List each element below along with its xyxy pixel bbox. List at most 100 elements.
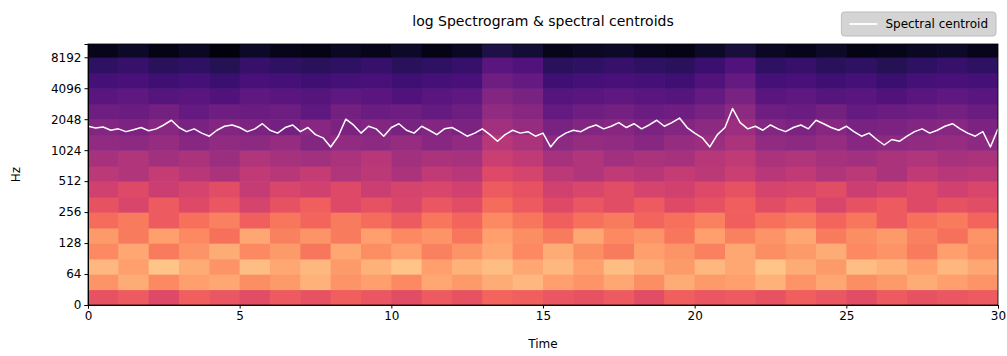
cell [209, 181, 240, 197]
cell [968, 243, 998, 259]
cell [937, 228, 968, 244]
cell [149, 88, 180, 104]
cell [604, 290, 635, 305]
cell [725, 135, 756, 151]
cell [695, 243, 726, 259]
legend: Spectral centroid [841, 12, 996, 36]
spectrogram [88, 44, 998, 305]
cell [452, 197, 483, 213]
cell [786, 57, 817, 73]
cell [725, 44, 756, 58]
cell [573, 290, 604, 305]
cell [664, 57, 695, 73]
cell [513, 197, 544, 213]
cell [846, 104, 877, 120]
cell [452, 57, 483, 73]
cell [907, 259, 938, 275]
cell [240, 197, 271, 213]
cell [725, 150, 756, 166]
cell [452, 274, 483, 290]
y-axis-title: Hz [9, 167, 23, 182]
cell [937, 166, 968, 182]
cell [300, 119, 331, 135]
cell [786, 212, 817, 228]
cell [543, 119, 574, 135]
cell [209, 73, 240, 89]
cell [664, 243, 695, 259]
cell [877, 104, 908, 120]
cell [573, 259, 604, 275]
cell [270, 197, 301, 213]
cell [452, 212, 483, 228]
cell [209, 104, 240, 120]
cell [573, 150, 604, 166]
cell [786, 88, 817, 104]
cell [755, 88, 786, 104]
cell [179, 104, 210, 120]
cell [331, 212, 362, 228]
cell [816, 104, 847, 120]
cell [513, 57, 544, 73]
cell [179, 197, 210, 213]
cell [482, 135, 513, 151]
cell [513, 73, 544, 89]
cell [118, 73, 149, 89]
cell [695, 73, 726, 89]
cell [513, 119, 544, 135]
cell [634, 243, 665, 259]
cell [118, 259, 149, 275]
cell [664, 135, 695, 151]
cell [664, 212, 695, 228]
cell [604, 243, 635, 259]
cell [361, 104, 392, 120]
cell [361, 259, 392, 275]
cell [149, 104, 180, 120]
cell [695, 44, 726, 58]
x-tick-mark [543, 305, 544, 309]
cell [937, 104, 968, 120]
cell [88, 57, 119, 73]
y-tick-mark [85, 150, 89, 151]
cell [543, 104, 574, 120]
cell [391, 228, 422, 244]
cell [88, 104, 119, 120]
cell [300, 243, 331, 259]
cell [755, 212, 786, 228]
cell [816, 290, 847, 305]
cell [331, 135, 362, 151]
cell [422, 259, 453, 275]
cell [240, 73, 271, 89]
cell [725, 212, 756, 228]
cell [604, 212, 635, 228]
cell [482, 44, 513, 58]
cell [573, 274, 604, 290]
cell [422, 73, 453, 89]
cell [907, 290, 938, 305]
x-axis: 051015202530 [85, 305, 1006, 323]
cell [937, 212, 968, 228]
cell [634, 44, 665, 58]
cell [240, 212, 271, 228]
cell [634, 228, 665, 244]
cell [695, 119, 726, 135]
cell [968, 274, 998, 290]
cell [755, 181, 786, 197]
cell [331, 166, 362, 182]
plot-frame [88, 44, 998, 305]
cell [907, 104, 938, 120]
cell [179, 44, 210, 58]
cell [937, 197, 968, 213]
cell [543, 228, 574, 244]
y-tick-mark [85, 305, 89, 306]
cell [179, 150, 210, 166]
cell [846, 274, 877, 290]
x-tick-label: 20 [688, 309, 703, 323]
cell [664, 88, 695, 104]
cell [179, 259, 210, 275]
y-axis-line [85, 45, 89, 306]
cell [846, 259, 877, 275]
cell [664, 290, 695, 305]
cell [482, 57, 513, 73]
cell [877, 259, 908, 275]
cell [634, 166, 665, 182]
